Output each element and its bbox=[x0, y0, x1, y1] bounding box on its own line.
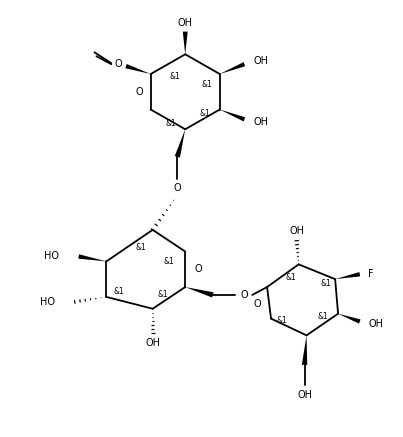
Text: &1: &1 bbox=[163, 257, 174, 266]
Text: HO: HO bbox=[44, 251, 59, 261]
Polygon shape bbox=[183, 31, 188, 54]
Text: &1: &1 bbox=[165, 119, 176, 128]
Text: &1: &1 bbox=[321, 279, 332, 288]
Polygon shape bbox=[220, 110, 245, 121]
Polygon shape bbox=[335, 272, 360, 279]
Polygon shape bbox=[78, 254, 106, 261]
Text: O: O bbox=[253, 299, 261, 309]
Text: &1: &1 bbox=[157, 291, 168, 299]
Text: OH: OH bbox=[253, 56, 269, 66]
Polygon shape bbox=[302, 335, 307, 365]
Polygon shape bbox=[125, 64, 151, 74]
Text: HO: HO bbox=[40, 297, 55, 307]
Text: OH: OH bbox=[368, 319, 383, 329]
Text: O: O bbox=[241, 290, 248, 300]
Text: &1: &1 bbox=[199, 109, 210, 118]
Text: &1: &1 bbox=[135, 243, 146, 252]
Polygon shape bbox=[175, 129, 185, 158]
Polygon shape bbox=[185, 287, 214, 298]
Text: &1: &1 bbox=[318, 312, 329, 321]
Polygon shape bbox=[220, 62, 245, 74]
Text: OH: OH bbox=[253, 118, 269, 127]
Text: OH: OH bbox=[145, 338, 160, 348]
Text: O: O bbox=[194, 264, 202, 274]
Text: &1: &1 bbox=[114, 288, 125, 296]
Text: &1: &1 bbox=[170, 73, 181, 81]
Text: OH: OH bbox=[289, 226, 304, 236]
Text: O: O bbox=[135, 87, 143, 97]
Text: &1: &1 bbox=[276, 316, 287, 325]
Text: OH: OH bbox=[178, 18, 193, 28]
Text: F: F bbox=[368, 269, 374, 279]
Text: &1: &1 bbox=[285, 273, 296, 282]
Text: &1: &1 bbox=[202, 80, 212, 90]
Text: O: O bbox=[114, 59, 122, 69]
Text: OH: OH bbox=[297, 389, 312, 399]
Text: O: O bbox=[174, 184, 181, 194]
Polygon shape bbox=[338, 314, 361, 324]
